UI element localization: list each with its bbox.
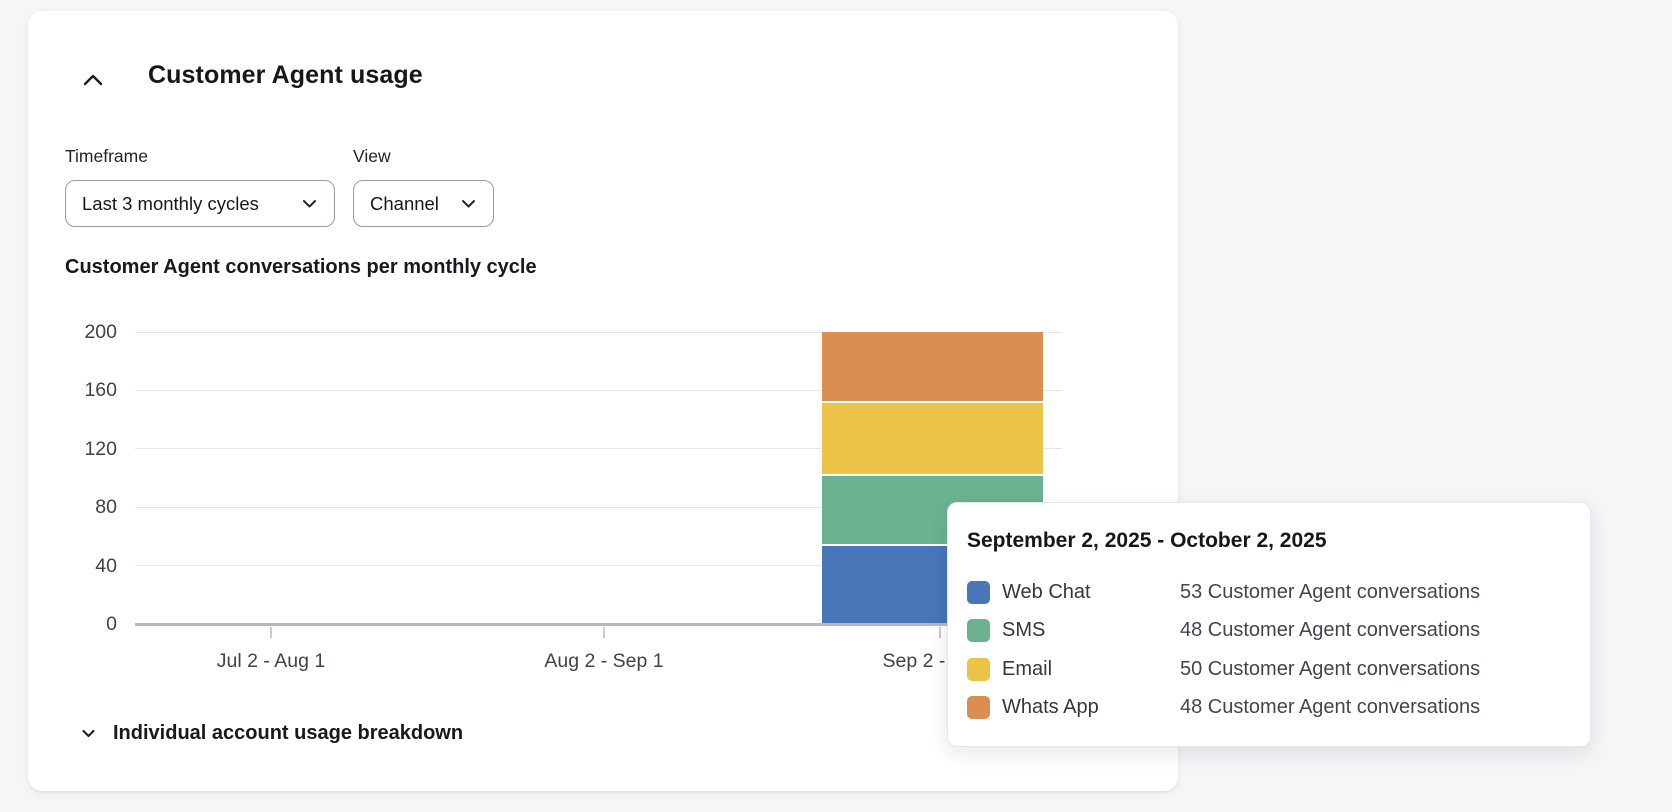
view-value: Channel [370,192,439,214]
tooltip-row-label: Whats App [1002,696,1099,719]
timeframe-label: Timeframe [65,146,148,166]
gridline [135,448,1062,450]
bar-segment-whats-app[interactable] [821,332,1043,403]
gridline [135,506,1062,508]
tooltip-row: Whats App 48 Customer Agent conversations [967,689,1570,728]
x-axis-label: Jul 2 - Aug 1 [216,650,326,672]
tooltip-rows: Web Chat 53 Customer Agent conversations S… [967,573,1570,727]
gridline [135,565,1062,567]
collapse-section-button[interactable] [74,63,112,97]
tooltip-row: Email 50 Customer Agent conversations [967,650,1570,689]
tooltip-row: Web Chat 53 Customer Agent conversations [967,573,1570,612]
y-axis-labels: 0 40 80 120 160 200 [47,321,117,635]
tooltip-row-label: Email [1002,657,1053,680]
plot-area: Jul 2 - Aug 1 Aug 2 - Sep 1 Sep 2 - Oct 2 [135,331,1062,672]
tooltip-row: SMS 48 Customer Agent conversations [967,612,1570,651]
tooltip-row-label: Web Chat [1002,580,1091,603]
x-axis-tick [603,627,605,638]
breakdown-label: Individual account usage breakdown [113,722,464,744]
chart-tooltip: September 2, 2025 - October 2, 2025 Web … [947,502,1591,747]
tooltip-row-label: SMS [1002,619,1046,642]
x-axis-line [135,622,1062,626]
x-axis-tick [270,627,272,638]
view-select[interactable]: Channel [353,180,494,227]
view-label: View [353,146,391,166]
customer-agent-usage-card: Customer Agent usage Timeframe Last 3 mo… [28,11,1178,791]
chart-title: Customer Agent conversations per monthly… [65,256,537,278]
tooltip-row-value: 50 Customer Agent conversations [1180,657,1481,680]
chevron-down-icon [300,194,319,213]
y-tick-label: 160 [84,379,117,402]
x-axis-tick [939,627,941,638]
chevron-down-icon [78,723,99,744]
x-axis-label: Aug 2 - Sep 1 [544,650,664,672]
gridline [135,331,1062,333]
card-title: Customer Agent usage [148,61,423,89]
bar-segment-email[interactable] [821,402,1043,476]
y-tick-label: 200 [84,321,117,343]
y-tick-label: 0 [106,613,117,635]
legend-swatch [967,657,990,681]
tooltip-row-value: 48 Customer Agent conversations [1180,619,1481,642]
chevron-down-icon [459,194,478,213]
legend-swatch [967,580,990,604]
y-tick-label: 80 [95,496,117,519]
timeframe-select[interactable]: Last 3 monthly cycles [65,180,335,227]
legend-swatch [967,619,990,643]
tooltip-title: September 2, 2025 - October 2, 2025 [967,529,1327,552]
y-tick-label: 120 [84,437,117,460]
tooltip-row-value: 53 Customer Agent conversations [1180,580,1481,603]
tooltip-row-value: 48 Customer Agent conversations [1180,696,1481,719]
breakdown-toggle[interactable]: Individual account usage breakdown [72,716,469,751]
gridline [135,389,1062,391]
chevron-up-icon [78,65,108,95]
y-tick-label: 40 [95,554,117,577]
legend-swatch [967,696,990,720]
timeframe-value: Last 3 monthly cycles [82,192,259,214]
